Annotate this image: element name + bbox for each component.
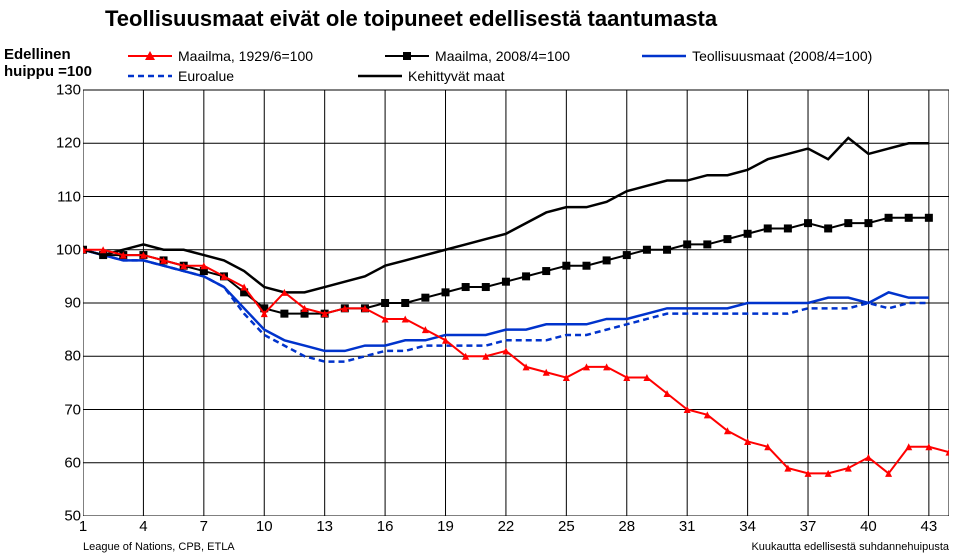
x-tick-label: 7 bbox=[200, 518, 208, 535]
x-tick-label: 4 bbox=[139, 518, 147, 535]
y-tick-label: 100 bbox=[56, 241, 81, 258]
x-tick-label: 37 bbox=[800, 518, 817, 535]
y-tick-label: 110 bbox=[57, 188, 81, 205]
x-tick-label: 1 bbox=[79, 518, 87, 535]
x-tick-label: 19 bbox=[437, 518, 454, 535]
y-axis-label: Edellinen huippu =100 bbox=[4, 46, 92, 80]
x-tick-label: 16 bbox=[377, 518, 394, 535]
y-tick-label: 80 bbox=[64, 348, 81, 365]
y-tick-label: 90 bbox=[64, 295, 81, 312]
x-tick-label: 13 bbox=[316, 518, 333, 535]
y-tick-label: 70 bbox=[64, 401, 81, 418]
source-left: League of Nations, CPB, ETLA bbox=[83, 541, 235, 553]
y-tick-label: 60 bbox=[64, 454, 81, 471]
x-tick-label: 25 bbox=[558, 518, 575, 535]
x-tick-label: 22 bbox=[498, 518, 515, 535]
source-right: Kuukautta edellisestä suhdannehuipusta bbox=[751, 541, 949, 553]
x-tick-label: 31 bbox=[679, 518, 696, 535]
y-tick-label: 120 bbox=[56, 135, 81, 152]
page-title: Teollisuusmaat eivät ole toipuneet edell… bbox=[105, 6, 717, 32]
x-tick-label: 10 bbox=[256, 518, 273, 535]
x-tick-label: 43 bbox=[921, 518, 938, 535]
y-tick-label: 130 bbox=[56, 82, 81, 99]
x-tick-label: 28 bbox=[618, 518, 635, 535]
x-tick-label: 34 bbox=[739, 518, 756, 535]
chart-plot bbox=[83, 46, 949, 516]
x-tick-label: 40 bbox=[860, 518, 877, 535]
